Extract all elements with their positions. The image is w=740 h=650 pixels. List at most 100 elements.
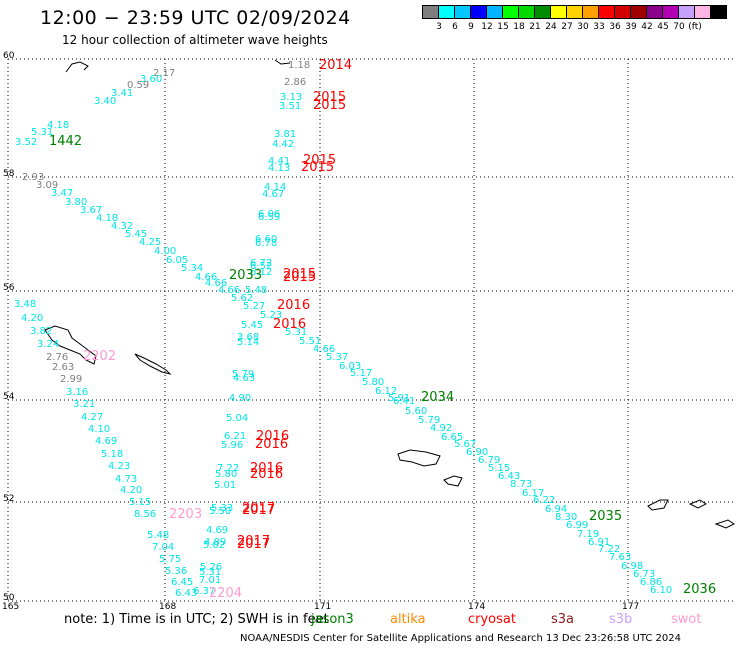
wave-height-value: 2.93 <box>22 172 44 183</box>
footnote: note: 1) Time is in UTC; 2) SWH is in fe… <box>64 612 329 627</box>
wave-height-value: 5.37 <box>326 352 348 363</box>
wave-height-value: 5.18 <box>101 449 123 460</box>
wave-height-value: 6.60 <box>255 234 277 245</box>
wave-height-value: 3.47 <box>51 188 73 199</box>
wave-height-value: 6.94 <box>545 504 567 515</box>
satellite-legend-jason3: jason3 <box>311 612 354 627</box>
wave-height-value: 6.45 <box>171 577 193 588</box>
wave-height-value: 5.17 <box>350 368 372 379</box>
pass-time-label: 2204 <box>209 586 242 601</box>
lat-tick-label: 50 <box>3 593 15 603</box>
pass-time-label: 2016 <box>256 429 289 444</box>
wave-height-value: 3.81 <box>274 129 296 140</box>
wave-height-value: 4.63 <box>233 373 255 384</box>
pass-time-label: 2017 <box>237 534 270 549</box>
lat-tick-label: 60 <box>3 51 15 61</box>
wave-height-value: 4.42 <box>272 139 294 150</box>
legend-label: 15 <box>497 22 509 32</box>
wave-height-value: 5.80 <box>362 377 384 388</box>
pass-time-label: 2017 <box>242 501 275 516</box>
map-grid <box>7 58 736 602</box>
pass-time-label: 2016 <box>255 437 288 452</box>
wave-height-value: 3.41 <box>111 88 133 99</box>
wave-height-value: 5.14 <box>237 337 259 348</box>
wave-height-value: 7.01 <box>199 575 221 586</box>
lon-tick-label: 177 <box>622 602 639 612</box>
wave-height-value: 3.16 <box>66 387 88 398</box>
wave-height-value: 4.66 <box>205 278 227 289</box>
wave-height-value: 0.59 <box>127 80 149 91</box>
legend-unit: (ft) <box>688 22 702 32</box>
wave-height-value: 5.15 <box>129 497 151 508</box>
wave-height-value: 3.40 <box>94 96 116 107</box>
legend-label: 6 <box>452 22 458 32</box>
wave-height-value: 4.69 <box>206 525 228 536</box>
wave-height-value: 6.06 <box>258 209 280 220</box>
legend-label: 33 <box>593 22 605 32</box>
wave-height-value: 5.67 <box>454 439 476 450</box>
wave-height-value: 2.99 <box>60 374 82 385</box>
legend-label: 39 <box>625 22 637 32</box>
legend-label: 18 <box>513 22 525 32</box>
pass-time-label: 2017 <box>237 537 270 552</box>
wave-height-value: 4.90 <box>229 393 251 404</box>
satellite-legend-cryosat: cryosat <box>468 612 516 627</box>
wave-height-value: 5.79 <box>232 369 254 380</box>
legend-label: 27 <box>561 22 573 32</box>
pass-time-label: 2014 <box>319 58 352 73</box>
wave-height-value: 6.59 <box>258 212 280 223</box>
wave-height-value: 4.67 <box>262 189 284 200</box>
wave-height-value: 3.60 <box>140 74 162 85</box>
lat-tick-label: 54 <box>3 392 15 402</box>
lon-tick-label: 165 <box>2 602 19 612</box>
pass-time-label: 2016 <box>277 298 310 313</box>
wave-height-value: 6.10 <box>650 585 672 596</box>
pass-time-label: 2017 <box>242 503 275 518</box>
pass-time-label: 2034 <box>421 390 454 405</box>
pass-time-label: 2015 <box>301 160 334 175</box>
pass-time-label: 2015 <box>313 98 346 113</box>
wave-height-value: 5.48 <box>147 530 169 541</box>
wave-height-value: 6.99 <box>566 520 588 531</box>
wave-height-value: 6.72 <box>250 258 272 269</box>
pass-time-label: 2016 <box>250 461 283 476</box>
wave-height-value: 4.66 <box>218 285 240 296</box>
wave-height-value: 6.79 <box>478 455 500 466</box>
wave-height-value: 4.13 <box>268 163 290 174</box>
pass-time-label: 2203 <box>169 507 202 522</box>
wave-height-value: 3.24 <box>37 339 59 350</box>
satellite-legend-altika: altika <box>390 612 426 627</box>
wave-height-value: 6.43 <box>175 588 197 599</box>
wave-height-value: 5.27 <box>243 301 265 312</box>
pass-time-label: 2033 <box>229 268 262 283</box>
wave-height-value: 8.30 <box>555 512 577 523</box>
wave-height-value: 5.75 <box>159 554 181 565</box>
wave-height-value: 4.41 <box>268 156 290 167</box>
wave-height-value: 5.62 <box>231 293 253 304</box>
pass-time-label: 1442 <box>49 134 82 149</box>
wave-height-value: 2.76 <box>46 352 68 363</box>
wave-height-value: 6.43 <box>498 471 520 482</box>
wave-height-value: 6.05 <box>166 255 188 266</box>
wave-height-value: 5.45 <box>125 229 147 240</box>
lat-tick-label: 52 <box>3 494 14 504</box>
wave-height-value: 3.51 <box>279 101 301 112</box>
wave-height-value: 5.36 <box>165 566 187 577</box>
wave-height-value: 5.45 <box>241 320 263 331</box>
pass-time-label: 2016 <box>250 467 283 482</box>
wave-height-value: 5.50 <box>209 506 231 517</box>
wave-height-value: 4.66 <box>195 272 217 283</box>
legend-label: 24 <box>545 22 557 32</box>
legend-label: 30 <box>577 22 589 32</box>
lat-tick-label: 56 <box>3 283 15 293</box>
pass-time-label: 2015 <box>313 90 346 105</box>
pass-time-label: 2015 <box>283 267 316 282</box>
legend-label: 36 <box>609 22 621 32</box>
wave-height-value: 6.17 <box>522 488 544 499</box>
legend-label: 70 <box>673 22 685 32</box>
wave-height-value: 6.98 <box>621 561 643 572</box>
wave-height-value: 6.12 <box>375 386 397 397</box>
wave-height-value: 6.52 <box>250 261 272 272</box>
wave-height-value: 1.18 <box>288 60 310 71</box>
